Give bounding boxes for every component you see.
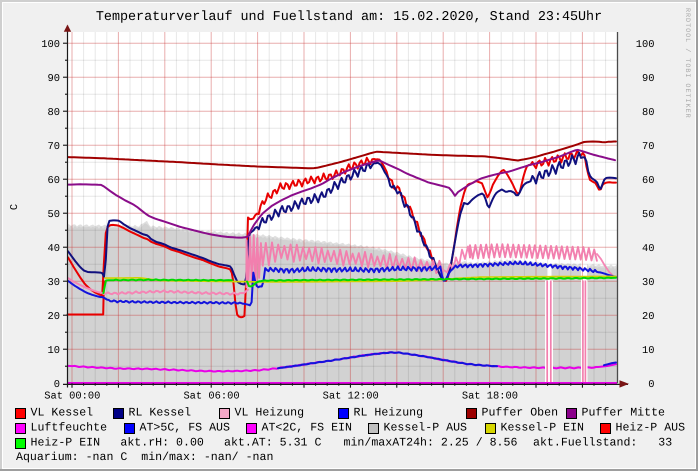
svg-text:Sat 00:00: Sat 00:00	[44, 391, 100, 403]
svg-text:akt.Fuellstand: 33: akt.Fuellstand: 33	[533, 437, 672, 450]
svg-text:10: 10	[48, 345, 60, 357]
svg-text:60: 60	[642, 175, 654, 187]
svg-text:0: 0	[648, 379, 654, 391]
svg-text:70: 70	[48, 141, 60, 153]
svg-text:90: 90	[48, 73, 60, 85]
svg-text:AT<2C, FS EIN: AT<2C, FS EIN	[262, 422, 352, 435]
svg-text:100: 100	[41, 39, 60, 51]
svg-text:Puffer Oben: Puffer Oben	[482, 407, 559, 420]
svg-text:Luftfeuchte: Luftfeuchte	[31, 422, 108, 435]
svg-text:40: 40	[642, 243, 654, 255]
svg-text:Kessel-P EIN: Kessel-P EIN	[501, 422, 585, 435]
svg-text:VL Kessel: VL Kessel	[31, 407, 94, 420]
svg-text:Kessel-P AUS: Kessel-P AUS	[384, 422, 468, 435]
svg-text:RL Kessel: RL Kessel	[129, 407, 192, 420]
svg-text:20: 20	[642, 311, 654, 323]
svg-text:RRDTOOL / TOBI OETIKER: RRDTOOL / TOBI OETIKER	[683, 8, 691, 119]
svg-text:80: 80	[48, 107, 60, 119]
svg-text:80: 80	[642, 107, 654, 119]
svg-text:min/maxAT24h: 2.25 / 8.56: min/maxAT24h: 2.25 / 8.56	[344, 437, 518, 450]
svg-text:Heiz-P AUS: Heiz-P AUS	[616, 422, 686, 435]
svg-text:60: 60	[48, 175, 60, 187]
svg-text:C: C	[9, 204, 21, 210]
svg-text:50: 50	[642, 209, 654, 221]
svg-text:90: 90	[642, 73, 654, 85]
svg-text:50: 50	[48, 209, 60, 221]
svg-text:30: 30	[642, 277, 654, 289]
svg-text:Sat 12:00: Sat 12:00	[323, 391, 379, 403]
svg-text:100: 100	[636, 39, 655, 51]
svg-text:Sat 18:00: Sat 18:00	[462, 391, 518, 403]
svg-text:Sat 06:00: Sat 06:00	[183, 391, 239, 403]
svg-text:akt.AT: 5.31 C: akt.AT: 5.31 C	[224, 437, 321, 450]
svg-text:40: 40	[48, 243, 60, 255]
svg-text:10: 10	[642, 345, 654, 357]
svg-text:Aquarium: -nan C min/max: -na: Aquarium: -nan C min/max: -nan/ -nan	[16, 451, 273, 464]
svg-text:Temperaturverlauf und Fuellsta: Temperaturverlauf und Fuellstand am: 15.…	[96, 10, 602, 25]
svg-text:Heiz-P EIN: Heiz-P EIN	[31, 437, 101, 450]
svg-text:VL Heizung: VL Heizung	[235, 407, 305, 420]
svg-text:0: 0	[54, 379, 60, 391]
svg-text:30: 30	[48, 277, 60, 289]
svg-text:akt.rH: 0.00: akt.rH: 0.00	[120, 437, 204, 450]
svg-text:RL Heizung: RL Heizung	[354, 407, 424, 420]
svg-text:70: 70	[642, 141, 654, 153]
svg-text:20: 20	[48, 311, 60, 323]
svg-text:AT>5C, FS AUS: AT>5C, FS AUS	[140, 422, 230, 435]
svg-text:Puffer Mitte: Puffer Mitte	[582, 407, 666, 420]
